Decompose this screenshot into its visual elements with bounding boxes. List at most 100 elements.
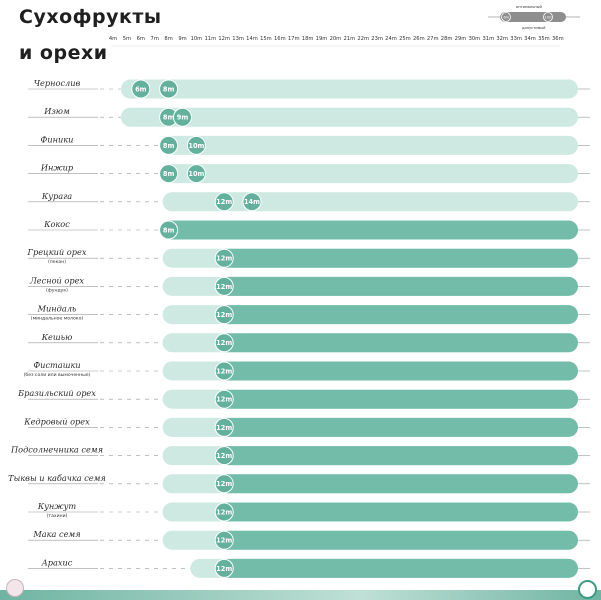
- x-tick-label: 26m: [413, 36, 425, 42]
- marker-label: 12m: [216, 311, 232, 319]
- bar-dark: [218, 558, 578, 578]
- marker: [214, 305, 234, 325]
- x-tick-label: 30m: [469, 36, 481, 42]
- row-label: Тыквы и кабачка семя: [8, 473, 106, 483]
- marker: [159, 79, 179, 99]
- chart-row: Кокос 8m: [28, 219, 590, 240]
- legend-end-marker: [543, 12, 553, 22]
- marker-label: 12m: [216, 537, 232, 545]
- legend-start-marker: [501, 12, 511, 22]
- marker-label: 6m: [135, 85, 147, 93]
- x-tick-label: 29m: [455, 36, 467, 42]
- row-label: Инжир: [40, 163, 74, 173]
- x-tick-label: 32m: [496, 36, 508, 42]
- x-tick-label: 4m: [109, 36, 117, 42]
- marker: [159, 220, 179, 240]
- x-axis: 4m 5m 6m 7m 8m 9m 10m 11m 12m 13m 14m 15m 16m 17m 18m 1…: [109, 36, 564, 47]
- chart-row: Подсолнечника семя 12m: [10, 445, 590, 466]
- marker: [186, 164, 206, 184]
- marker: [214, 417, 234, 437]
- x-tick-label: 27m: [427, 36, 439, 42]
- chart-row: Лесной орех (фундук) 12m: [28, 275, 590, 296]
- marker-label: 12m: [216, 367, 232, 375]
- chart-row: Кунжут (тахини) 12m: [28, 501, 590, 522]
- marker-label: 12m: [216, 452, 232, 460]
- marker: [159, 164, 179, 184]
- bar-dark: [218, 530, 578, 550]
- marker-label: 8m: [163, 170, 175, 178]
- bar-dark: [218, 389, 578, 409]
- row-label: Лесной орех: [29, 275, 84, 285]
- marker: [214, 333, 234, 353]
- x-tick-label: 18m: [302, 36, 314, 42]
- chart-row: Инжир 8m 10m: [28, 163, 590, 184]
- marker: [214, 558, 234, 578]
- x-tick-label: 23m: [371, 36, 383, 42]
- chart-row: Миндаль (миндальное молоко) 12m: [28, 304, 590, 325]
- row-label: Арахис: [41, 557, 73, 567]
- row-label: Кешью: [41, 332, 73, 342]
- x-tick-label: 17m: [288, 36, 300, 42]
- bar-dark: [218, 333, 578, 353]
- marker: [214, 474, 234, 494]
- marker-label: 9m: [177, 114, 189, 122]
- title-line-1: Сухофрукты: [19, 6, 162, 28]
- row-label: Миндаль: [37, 304, 77, 314]
- x-tick-label: 9m: [178, 36, 186, 42]
- bar-dark: [218, 417, 578, 437]
- legend-bottom-label: допустимый: [522, 26, 546, 30]
- legend: оптимальный 6m 10m допустимый: [488, 5, 580, 30]
- marker: [214, 502, 234, 522]
- marker: [214, 530, 234, 550]
- bar-dark: [218, 474, 578, 494]
- marker-label: 8m: [163, 114, 175, 122]
- x-tick-label: 8m: [164, 36, 172, 42]
- row-label: Бразильский орех: [17, 388, 96, 398]
- row-label: Курага: [41, 191, 72, 201]
- legend-start-label: 6m: [504, 15, 510, 19]
- bar-dark: [218, 305, 578, 325]
- marker-label: 8m: [163, 226, 175, 234]
- x-tick-label: 34m: [524, 36, 536, 42]
- bar-dark: [218, 248, 578, 268]
- marker-label: 10m: [188, 170, 204, 178]
- x-tick-label: 11m: [204, 36, 216, 42]
- bar-light: [120, 79, 579, 99]
- footer-bar: [0, 590, 601, 600]
- title-line-2: и орехи: [19, 42, 108, 64]
- marker-label: 12m: [216, 480, 232, 488]
- marker-label: 12m: [216, 255, 232, 263]
- bar-light: [162, 164, 578, 184]
- marker-label: 12m: [216, 565, 232, 573]
- row-label: Кунжут: [37, 501, 77, 511]
- x-tick-label: 7m: [151, 36, 159, 42]
- chart-row: Тыквы и кабачка семя 12m: [8, 473, 590, 494]
- marker: [214, 446, 234, 466]
- row-note: (пекан): [48, 259, 66, 265]
- x-tick-label: 19m: [316, 36, 328, 42]
- marker-label: 12m: [216, 508, 232, 516]
- x-tick-label: 28m: [441, 36, 453, 42]
- x-tick-label: 12m: [218, 36, 230, 42]
- row-note: (тахини): [47, 513, 68, 519]
- x-tick-label: 14m: [246, 36, 258, 42]
- x-tick-label: 6m: [137, 36, 145, 42]
- marker: [131, 79, 151, 99]
- x-tick-label: 22m: [357, 36, 369, 42]
- x-tick-label: 16m: [274, 36, 286, 42]
- bar-dark: [218, 276, 578, 296]
- chart-row: Курага 12m 14m: [28, 191, 590, 212]
- bar-light: [120, 107, 579, 127]
- marker-label: 12m: [216, 198, 232, 206]
- marker-label: 10m: [188, 142, 204, 150]
- bar-light: [162, 192, 578, 212]
- x-tick-label: 20m: [330, 36, 342, 42]
- marker: [173, 107, 192, 127]
- right-logo-icon: [578, 580, 597, 599]
- row-label: Фисташки: [33, 360, 80, 370]
- bar-dark: [218, 502, 578, 522]
- x-tick-label: 31m: [482, 36, 494, 42]
- marker: [214, 389, 234, 409]
- marker: [214, 276, 234, 296]
- row-label: Кедровый орех: [23, 416, 90, 426]
